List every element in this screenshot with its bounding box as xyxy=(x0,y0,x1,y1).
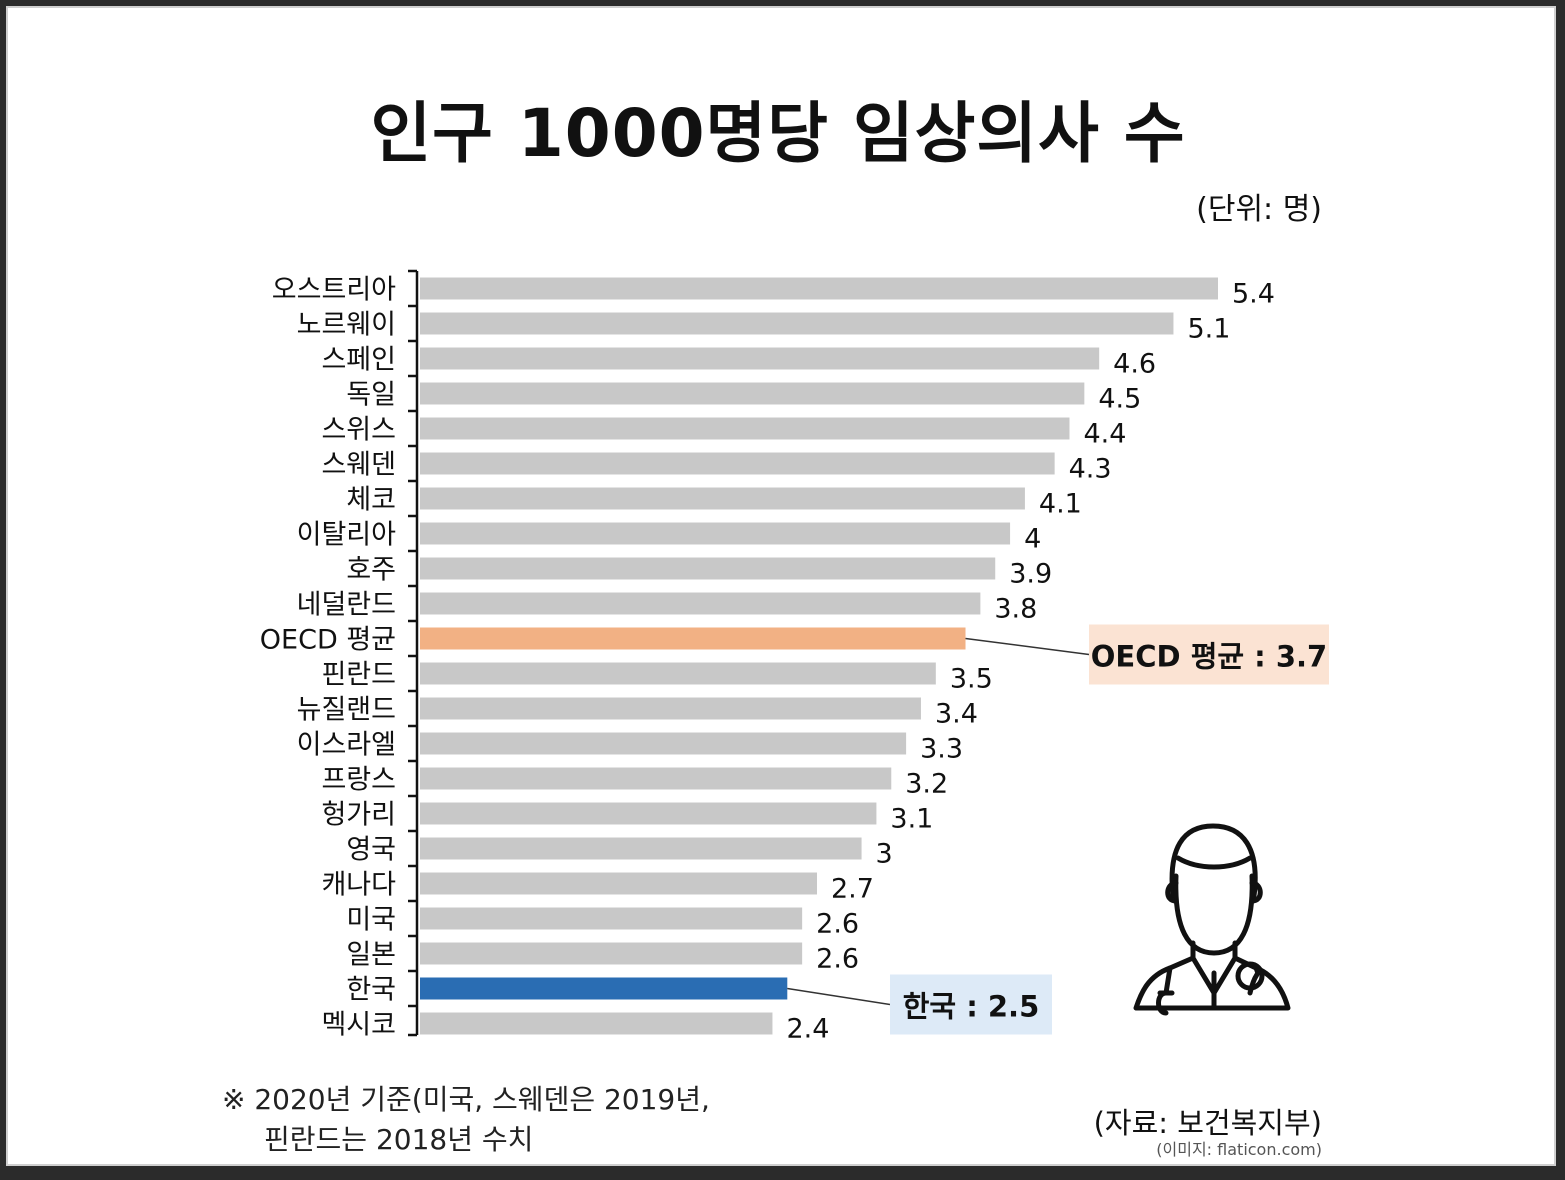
bar xyxy=(420,907,803,930)
bar xyxy=(420,452,1055,475)
chart-card: 인구 1000명당 임상의사 수 (단위: 명) 오스트리아 5.4 노르웨이 5.1… xyxy=(6,6,1556,1166)
category-label: OECD 평균 xyxy=(260,625,396,656)
bar xyxy=(420,732,907,755)
category-label: 네덜란드 xyxy=(297,590,396,621)
unit-label: (단위: 명) xyxy=(1196,192,1322,227)
bar xyxy=(420,557,996,580)
callout-box xyxy=(890,974,1052,1035)
category-label: 스웨덴 xyxy=(321,450,396,481)
bar xyxy=(420,347,1100,370)
bar xyxy=(420,487,1025,510)
value-label: 3.3 xyxy=(920,734,963,765)
category-label: 체코 xyxy=(346,485,396,516)
footnote-line-2: 핀란드는 2018년 수치 xyxy=(264,1123,534,1156)
bar xyxy=(420,592,981,615)
category-label: 멕시코 xyxy=(321,1010,396,1041)
category-label: 스페인 xyxy=(321,345,396,376)
chart-title: 인구 1000명당 임상의사 수 xyxy=(370,95,1186,172)
source-label: (자료: 보건복지부) xyxy=(1093,1106,1322,1140)
bar xyxy=(420,767,892,790)
callout-leader-line xyxy=(965,637,1090,656)
value-label: 2.4 xyxy=(786,1014,829,1045)
value-label: 2.6 xyxy=(816,944,859,975)
category-label: 독일 xyxy=(346,380,396,411)
category-label: 스위스 xyxy=(321,415,396,446)
category-label: 이스라엘 xyxy=(297,730,396,761)
callout-label: 한국 : 2.5 xyxy=(903,990,1040,1024)
category-label: 헝가리 xyxy=(321,800,396,831)
value-label: 4.6 xyxy=(1113,349,1156,380)
value-label: 3.5 xyxy=(950,664,993,695)
bar xyxy=(420,977,788,1000)
bar xyxy=(420,942,803,965)
value-label: 2.6 xyxy=(816,909,859,940)
value-label: 3.4 xyxy=(935,699,978,730)
category-label: 이탈리아 xyxy=(297,520,397,551)
value-label: 3.1 xyxy=(890,804,933,835)
value-label: 3.9 xyxy=(1009,559,1052,590)
value-label: 4.5 xyxy=(1098,384,1141,415)
callout-leader-line xyxy=(787,987,891,1006)
bar xyxy=(420,312,1174,335)
doctor-icon xyxy=(1133,823,1291,1016)
bar xyxy=(420,627,966,650)
bar xyxy=(420,382,1085,405)
category-label: 뉴질랜드 xyxy=(297,695,396,726)
bar xyxy=(420,1012,773,1035)
value-label: 3 xyxy=(876,839,893,870)
bar xyxy=(420,277,1218,300)
bar xyxy=(420,697,921,720)
category-label: 호주 xyxy=(346,555,396,586)
category-label: 영국 xyxy=(346,835,396,866)
callout-box xyxy=(1089,624,1329,685)
category-label: 프랑스 xyxy=(321,765,396,796)
value-label: 2.7 xyxy=(831,874,874,905)
category-label: 캐나다 xyxy=(321,870,396,901)
category-label: 핀란드 xyxy=(321,660,396,691)
value-label: 4.3 xyxy=(1069,454,1112,485)
category-label: 미국 xyxy=(346,905,396,936)
bar xyxy=(420,837,862,860)
bar-chart: 오스트리아 5.4 노르웨이 5.1 스페인 4.6 독일 4.5 스위스 4.4 스웨덴 4.3 체코… xyxy=(260,269,1329,1045)
bar xyxy=(420,417,1070,440)
bar xyxy=(420,802,877,825)
category-label: 오스트리아 xyxy=(272,275,396,306)
value-label: 5.4 xyxy=(1232,279,1275,310)
value-label: 4.1 xyxy=(1039,489,1082,520)
callout-label: OECD 평균 : 3.7 xyxy=(1091,640,1327,674)
bar xyxy=(420,872,817,895)
image-credit: (이미지: flaticon.com) xyxy=(1156,1140,1322,1159)
category-label: 한국 xyxy=(346,975,396,1006)
bar xyxy=(420,662,936,685)
value-label: 4 xyxy=(1024,524,1041,555)
category-label: 노르웨이 xyxy=(297,310,396,341)
value-label: 4.4 xyxy=(1083,419,1126,450)
footnote-line-1: ※ 2020년 기준(미국, 스웨덴은 2019년, xyxy=(222,1083,710,1116)
category-label: 일본 xyxy=(346,940,396,971)
bar xyxy=(420,522,1011,545)
value-label: 3.8 xyxy=(994,594,1037,625)
value-label: 3.2 xyxy=(905,769,948,800)
value-label: 5.1 xyxy=(1187,314,1230,345)
footnote: ※ 2020년 기준(미국, 스웨덴은 2019년, 핀란드는 2018년 수치 xyxy=(222,1080,710,1160)
